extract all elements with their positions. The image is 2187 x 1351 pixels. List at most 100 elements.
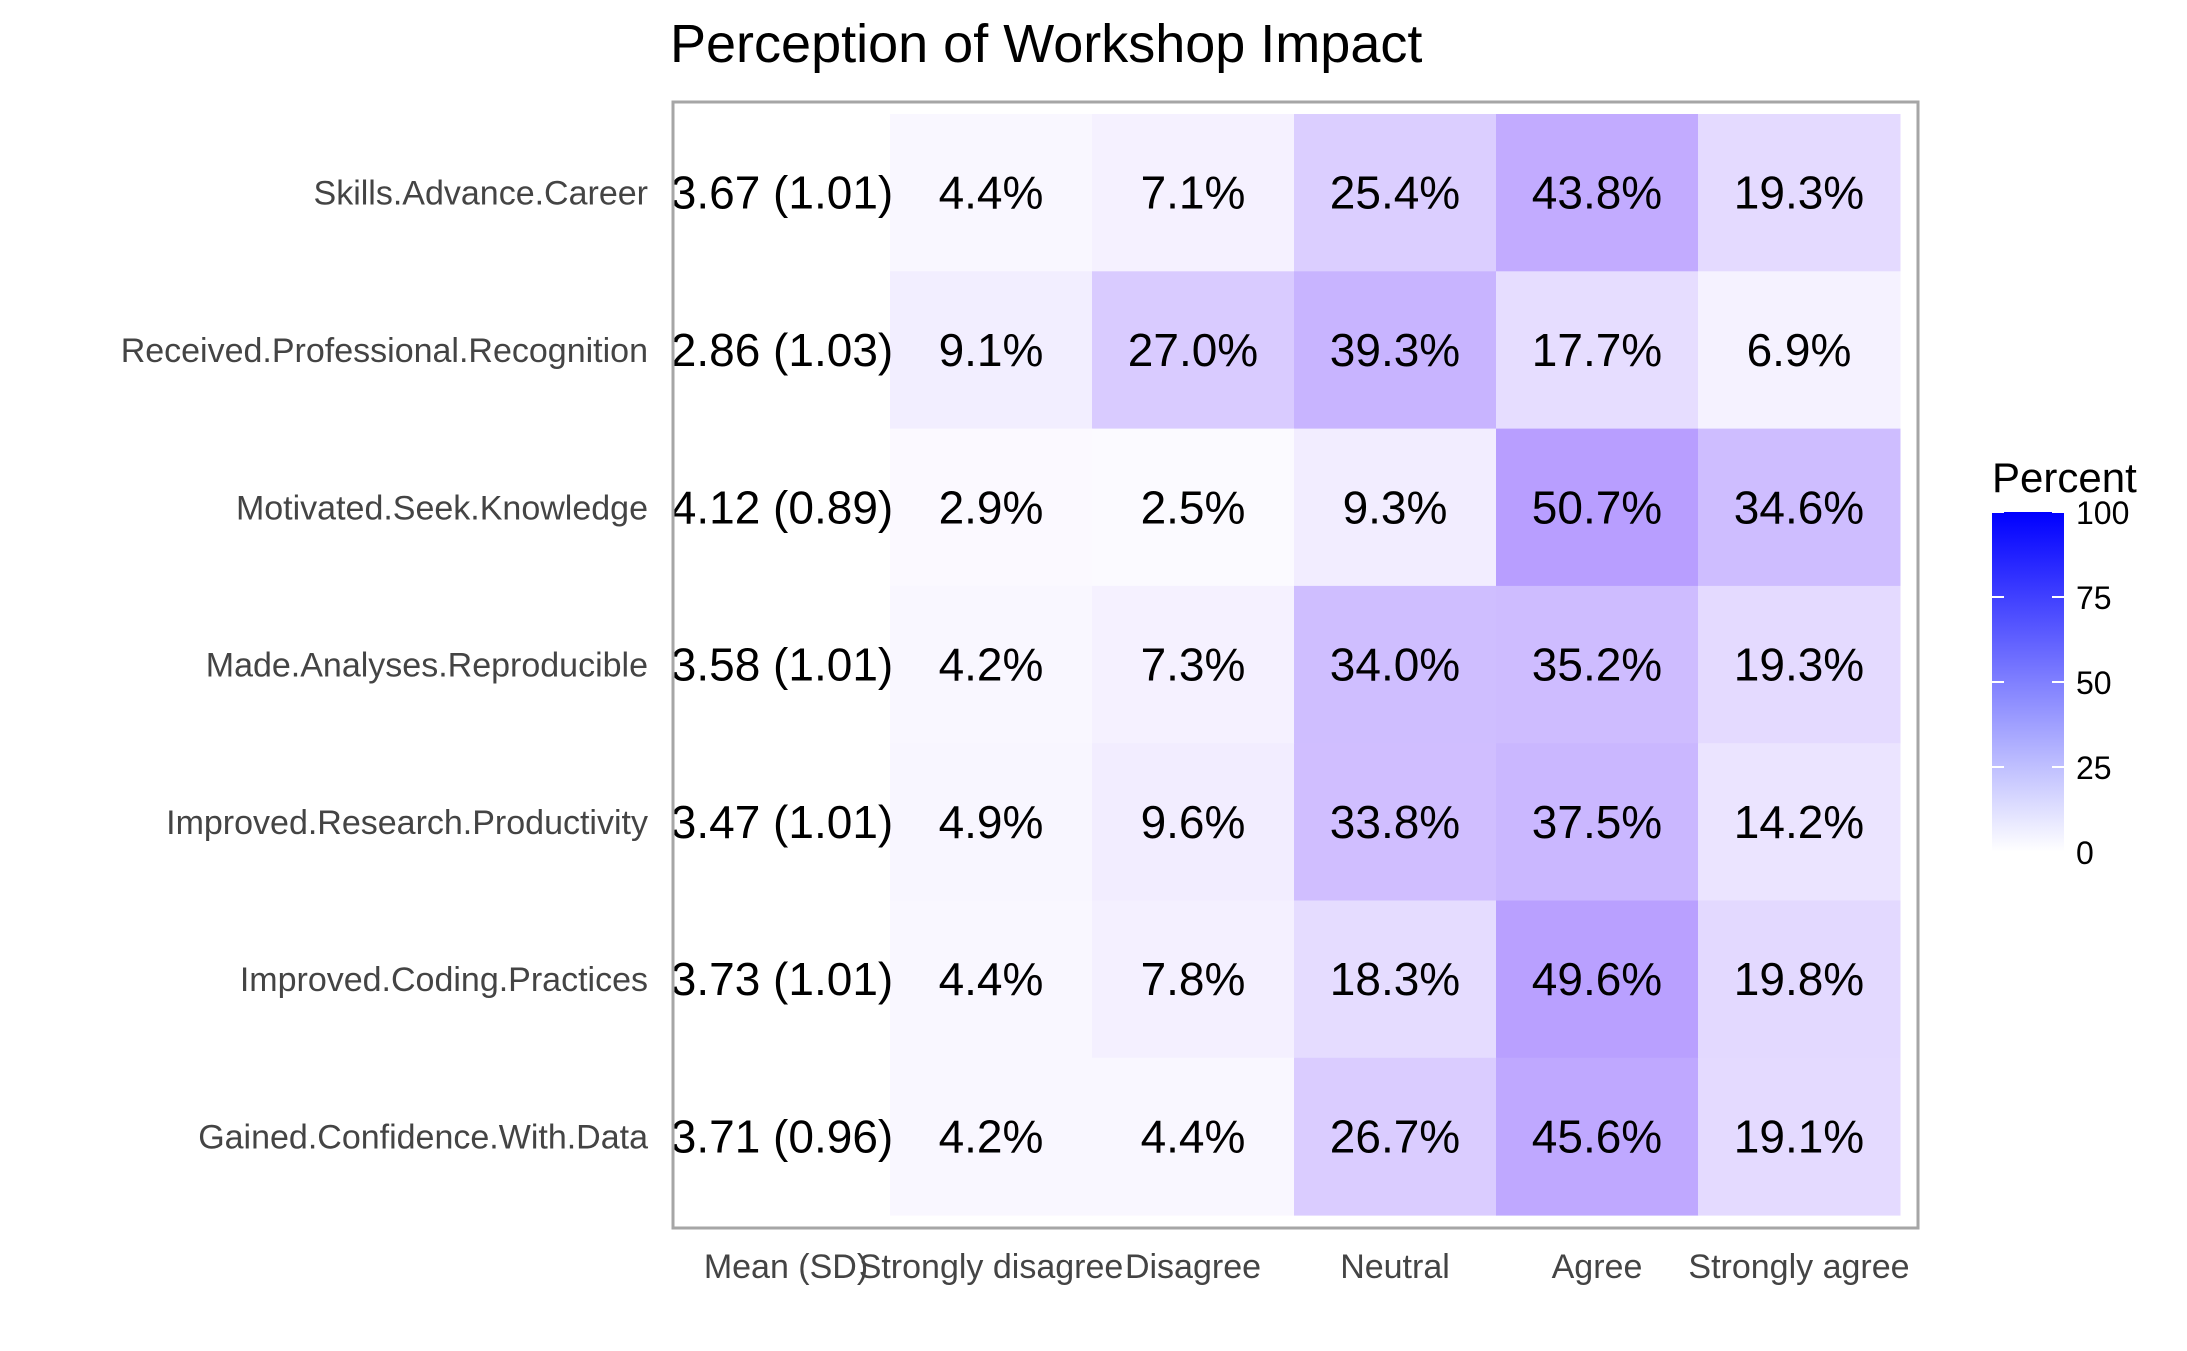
cell-value-label: 34.0% — [1330, 639, 1460, 691]
heatmap-cell — [1294, 900, 1497, 1059]
mean-sd-value: 2.86 (1.03) — [671, 324, 893, 376]
cell-value-label: 7.8% — [1141, 953, 1246, 1005]
column-label: Agree — [1552, 1248, 1643, 1286]
heatmap-cell — [1698, 114, 1901, 272]
cell-value-label: 6.9% — [1747, 324, 1852, 376]
cell-value-label: 17.7% — [1532, 324, 1662, 376]
legend-ticks: 0 25 50 75 100 — [1992, 495, 2129, 871]
cell-value-label: 4.4% — [939, 953, 1044, 1005]
column-label: Mean (SD) — [704, 1248, 868, 1286]
cell-value-label: 9.3% — [1343, 481, 1448, 533]
cell-value-label: 19.3% — [1734, 167, 1864, 219]
heatmap-cell — [1496, 743, 1699, 901]
heatmap-cell — [1496, 114, 1699, 272]
heatmap-cell — [890, 114, 1093, 272]
mean-sd-value: 3.67 (1.01) — [671, 167, 893, 219]
heatmap-cell — [1698, 271, 1901, 430]
cell-value-label: 7.1% — [1141, 167, 1246, 219]
cell-value-label: 9.1% — [939, 324, 1044, 376]
legend-tick-label: 0 — [2076, 835, 2094, 871]
mean-sd-value: 3.73 (1.01) — [671, 953, 893, 1005]
heatmap-cell — [1294, 1057, 1497, 1216]
mean-sd-value: 3.58 (1.01) — [671, 639, 893, 691]
heatmap-cell — [1496, 1057, 1699, 1216]
column-label: Disagree — [1125, 1248, 1261, 1286]
row-label: Gained.Confidence.With.Data — [198, 1118, 648, 1156]
panel-border — [671, 100, 1920, 1230]
heatmap-cell — [1092, 1057, 1295, 1216]
cell-value-label: 19.8% — [1734, 953, 1864, 1005]
cell-value-label: 4.2% — [939, 639, 1044, 691]
heatmap-cells: 4.4% 7.1% 25.4% 43.8% 19.3% 9.1% 27.0% 39.3% 17.… — [890, 114, 1901, 1216]
cell-value-label: 4.2% — [939, 1110, 1044, 1162]
heatmap-cell — [1698, 428, 1901, 587]
row-label: Skills.Advance.Career — [314, 175, 648, 213]
cell-value-label: 25.4% — [1330, 167, 1460, 219]
legend-tick-label: 50 — [2076, 665, 2112, 701]
heatmap-cell — [1092, 743, 1295, 901]
cell-value-label: 33.8% — [1330, 796, 1460, 848]
heatmap-cell — [1496, 900, 1699, 1059]
cell-value-label: 26.7% — [1330, 1110, 1460, 1162]
column-label: Strongly disagree — [859, 1248, 1124, 1286]
heatmap-cell — [1294, 428, 1497, 587]
heatmap-cell — [1698, 1057, 1901, 1216]
heatmap-cell — [1496, 428, 1699, 587]
heatmap-cell — [1294, 114, 1497, 272]
column-label: Strongly agree — [1688, 1248, 1909, 1286]
column-label: Neutral — [1340, 1248, 1450, 1286]
heatmap-cell — [1294, 271, 1497, 430]
legend-tick-label: 25 — [2076, 750, 2112, 786]
cell-value-label: 39.3% — [1330, 324, 1460, 376]
cell-value-label: 37.5% — [1532, 796, 1662, 848]
cell-value-label: 43.8% — [1532, 167, 1662, 219]
heatmap-cell — [1698, 743, 1901, 901]
cell-value-label: 19.1% — [1734, 1110, 1864, 1162]
cell-value-label: 7.3% — [1141, 639, 1246, 691]
heatmap-cell — [1294, 585, 1497, 744]
column-labels: Mean (SD)Strongly disagree Disagree Neutra… — [704, 1248, 1910, 1286]
cell-value-label: 34.6% — [1734, 481, 1864, 533]
cell-value-label: 9.6% — [1141, 796, 1246, 848]
legend-title: Percent — [1992, 454, 2137, 501]
heatmap-cell — [890, 428, 1093, 587]
cell-value-label: 45.6% — [1532, 1110, 1662, 1162]
cell-value-label: 50.7% — [1532, 481, 1662, 533]
heatmap-cell — [1698, 585, 1901, 744]
heatmap-cell — [1092, 585, 1295, 744]
cell-value-label: 4.4% — [939, 167, 1044, 219]
heatmap-cell — [1092, 114, 1295, 272]
cell-value-label: 18.3% — [1330, 953, 1460, 1005]
cell-value-label: 19.3% — [1734, 639, 1864, 691]
heatmap-cell — [1496, 271, 1699, 430]
mean-sd-value: 3.47 (1.01) — [671, 796, 893, 848]
cell-value-label: 2.9% — [939, 481, 1044, 533]
cell-value-label: 4.9% — [939, 796, 1044, 848]
heatmap-cell — [890, 585, 1093, 744]
heatmap-cell — [1092, 428, 1295, 587]
mean-sd-value: 4.12 (0.89) — [671, 481, 893, 533]
cell-value-label: 4.4% — [1141, 1110, 1246, 1162]
heatmap-cell — [890, 271, 1093, 430]
heatmap-cell — [1092, 271, 1295, 430]
heatmap-cell — [1092, 900, 1295, 1059]
heatmap-cell — [890, 1057, 1093, 1216]
mean-sd-column: 3.67 (1.01) 2.86 (1.03) 4.12 (0.89) 3.58 (1… — [671, 167, 893, 1163]
row-label: Improved.Coding.Practices — [240, 961, 648, 999]
row-labels: Skills.Advance.Career Received.Profession… — [121, 175, 648, 1157]
cell-value-label: 35.2% — [1532, 639, 1662, 691]
cell-value-label: 49.6% — [1532, 953, 1662, 1005]
row-label: Made.Analyses.Reproducible — [206, 647, 648, 685]
row-label: Received.Professional.Recognition — [121, 332, 648, 370]
legend: Percent 0 25 50 75 100 — [1992, 454, 2137, 871]
heatmap-cell — [1496, 585, 1699, 744]
cell-value-label: 27.0% — [1128, 324, 1258, 376]
heatmap-cell — [890, 900, 1093, 1059]
legend-tick-label: 100 — [2076, 495, 2129, 531]
heatmap-cell — [1698, 900, 1901, 1059]
heatmap-cell — [1294, 743, 1497, 901]
legend-tick-label: 75 — [2076, 580, 2112, 616]
chart-title: Perception of Workshop Impact — [670, 14, 1422, 74]
row-label: Improved.Research.Productivity — [166, 804, 648, 842]
